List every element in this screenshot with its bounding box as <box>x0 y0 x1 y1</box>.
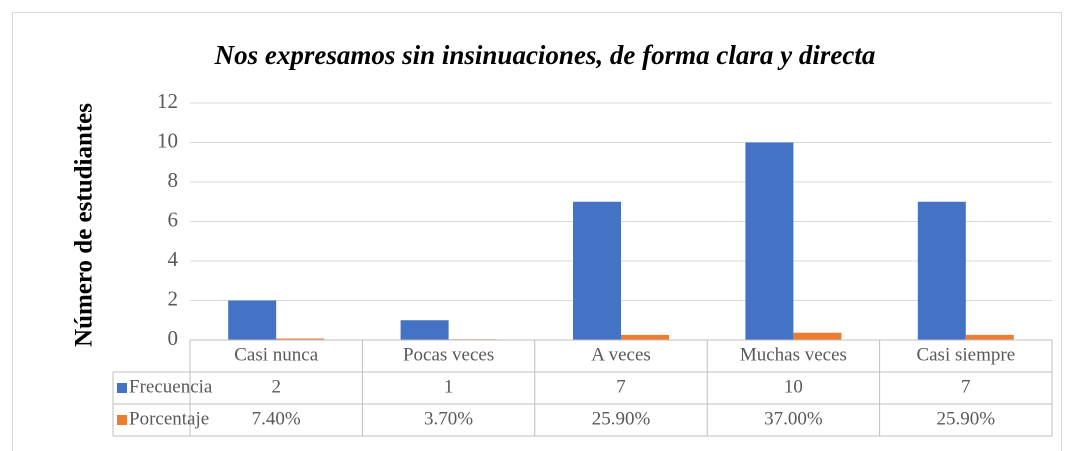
y-tick-label: 6 <box>168 207 179 231</box>
table-value: 7.40% <box>252 408 301 429</box>
bar <box>917 201 966 340</box>
y-tick-label: 0 <box>168 326 179 350</box>
table-value: 2 <box>271 376 281 397</box>
bar <box>400 320 449 340</box>
table-value: 7 <box>616 376 626 397</box>
bar <box>793 332 842 340</box>
y-tick-label: 10 <box>157 128 178 152</box>
x-tick-label: A veces <box>591 344 651 365</box>
chart-border <box>12 12 1062 451</box>
bar <box>965 334 1014 340</box>
bar <box>745 142 794 340</box>
y-tick-label: 8 <box>168 168 179 192</box>
y-tick-label: 12 <box>157 89 178 113</box>
y-tick-label: 2 <box>168 286 179 310</box>
table-value: 25.90% <box>592 408 651 429</box>
table-value: 25.90% <box>937 408 996 429</box>
legend-key <box>117 415 127 425</box>
y-tick-label: 4 <box>168 247 179 271</box>
x-tick-label: Casi nunca <box>234 344 318 365</box>
x-tick-label: Muchas veces <box>740 344 847 365</box>
y-axis-label: Número de estudiantes <box>71 103 98 347</box>
legend-label: Porcentaje <box>129 408 209 429</box>
x-tick-label: Casi siempre <box>916 344 1015 365</box>
bar <box>276 338 325 340</box>
table-value: 10 <box>784 376 803 397</box>
table-value: 1 <box>444 376 454 397</box>
bar <box>573 201 621 340</box>
table-value: 7 <box>961 376 971 397</box>
bar <box>228 300 277 340</box>
legend-key <box>117 383 127 393</box>
chart-title: Nos expresamos sin insinuaciones, de for… <box>214 40 876 70</box>
bar <box>621 334 669 340</box>
legend-label: Frecuencia <box>129 376 213 397</box>
table-value: 37.00% <box>764 408 823 429</box>
x-tick-label: Pocas veces <box>403 344 494 365</box>
table-value: 3.70% <box>424 408 473 429</box>
